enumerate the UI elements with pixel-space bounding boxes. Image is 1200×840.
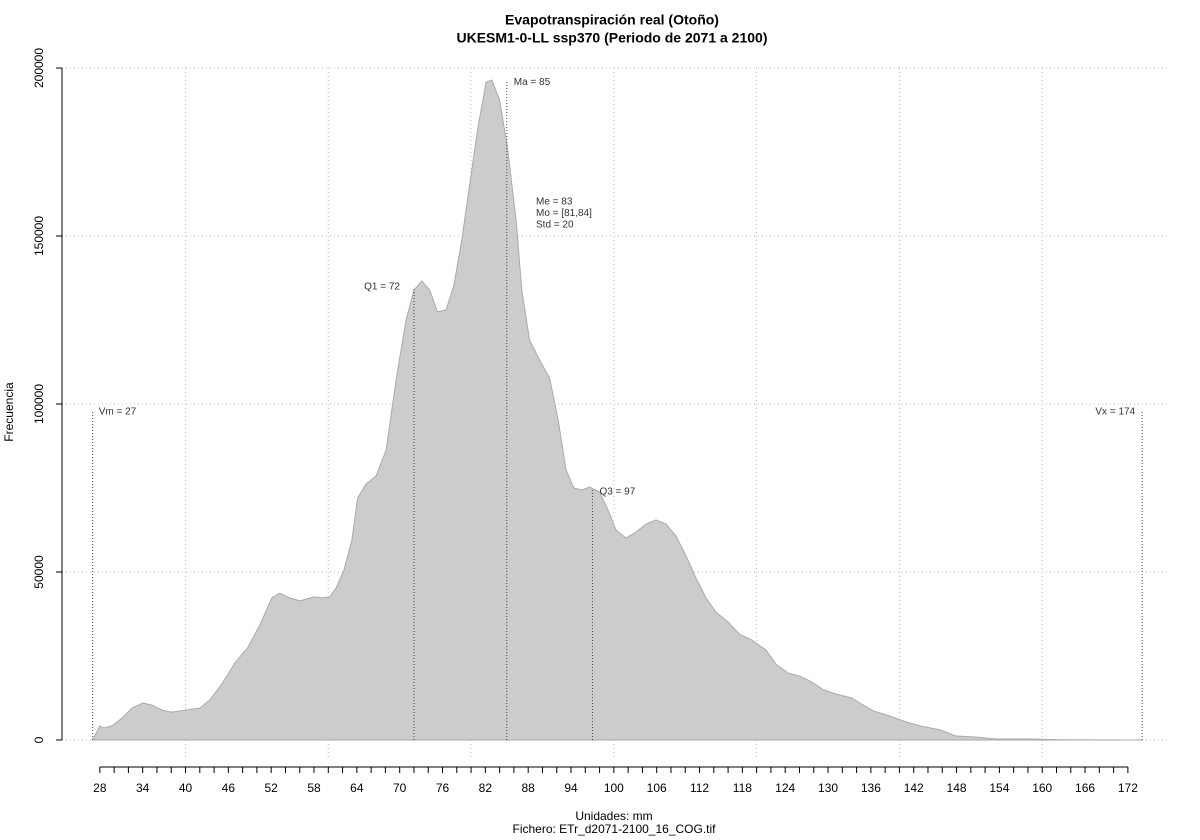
x-tick-label: 112 bbox=[690, 781, 709, 795]
annotation-label: Vx = 174 bbox=[1095, 407, 1135, 418]
x-tick-label: 166 bbox=[1075, 781, 1095, 795]
y-tick-label: 50000 bbox=[32, 555, 46, 589]
y-tick-label: 0 bbox=[32, 736, 46, 743]
x-tick-label: 64 bbox=[350, 781, 364, 795]
stat-label: Std = 20 bbox=[536, 220, 574, 231]
x-tick-label: 106 bbox=[647, 781, 667, 795]
x-axis-label: Unidades: mm bbox=[575, 809, 652, 823]
x-tick-label: 160 bbox=[1032, 781, 1052, 795]
y-tick-label: 100000 bbox=[32, 384, 46, 424]
x-tick-label: 100 bbox=[604, 781, 624, 795]
x-tick-label: 154 bbox=[989, 781, 1009, 795]
x-tick-label: 40 bbox=[179, 781, 193, 795]
annotation-label: Ma = 85 bbox=[514, 77, 551, 88]
x-tick-label: 34 bbox=[136, 781, 150, 795]
stat-label: Me = 83 bbox=[536, 197, 573, 208]
density-area bbox=[91, 79, 1143, 741]
x-tick-label: 136 bbox=[861, 781, 881, 795]
annotation-label: Vm = 27 bbox=[99, 407, 137, 418]
x-tick-label: 130 bbox=[818, 781, 838, 795]
x-tick-label: 118 bbox=[733, 781, 752, 795]
y-axis-label: Frecuencia bbox=[2, 382, 16, 442]
x-tick-label: 76 bbox=[436, 781, 450, 795]
x-tick-label: 124 bbox=[775, 781, 795, 795]
x-tick-label: 142 bbox=[904, 781, 924, 795]
x-tick-label: 70 bbox=[393, 781, 407, 795]
x-tick-label: 82 bbox=[479, 781, 493, 795]
x-tick-label: 28 bbox=[93, 781, 107, 795]
x-tick-label: 88 bbox=[522, 781, 536, 795]
annotation-label: Q3 = 97 bbox=[599, 487, 635, 498]
chart-title: Evapotranspiración real (Otoño) bbox=[505, 12, 719, 28]
stat-label: Mo = [81,84] bbox=[536, 208, 592, 219]
caption: Fichero: ETr_d2071-2100_16_COG.tif bbox=[513, 822, 717, 836]
y-tick-label: 150000 bbox=[32, 216, 46, 256]
x-tick-label: 52 bbox=[264, 781, 278, 795]
y-tick-label: 200000 bbox=[32, 48, 46, 88]
chart-subtitle: UKESM1-0-LL ssp370 (Periodo de 2071 a 21… bbox=[457, 30, 768, 46]
x-tick-label: 46 bbox=[222, 781, 236, 795]
x-tick-label: 58 bbox=[307, 781, 321, 795]
x-tick-label: 172 bbox=[1118, 781, 1138, 795]
annotation-label: Q1 = 72 bbox=[364, 282, 400, 293]
x-tick-label: 148 bbox=[947, 781, 967, 795]
x-tick-label: 94 bbox=[564, 781, 578, 795]
